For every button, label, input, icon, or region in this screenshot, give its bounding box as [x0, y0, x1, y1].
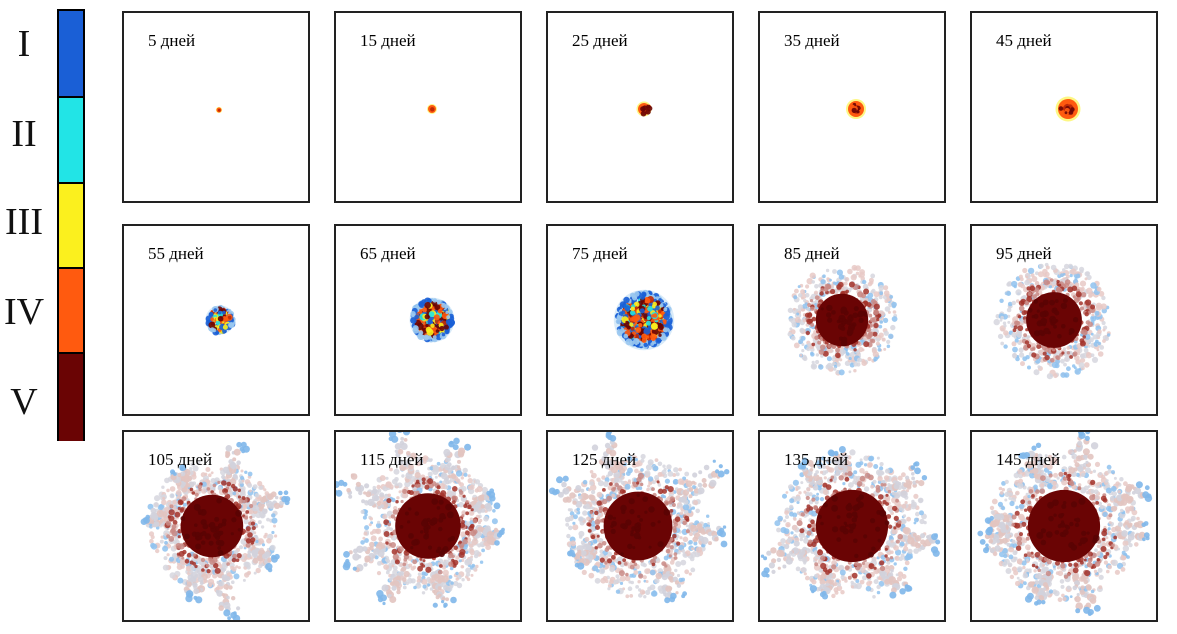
panel-5: 45 дней	[970, 11, 1158, 203]
swatch-stage-5	[59, 352, 83, 441]
panel-time-label: 115 дней	[360, 450, 424, 469]
swatch-stage-3	[59, 182, 83, 267]
panel-9: 85 дней	[758, 224, 946, 416]
swatch-stage-4	[59, 267, 83, 352]
panel-time-label: 35 дней	[784, 31, 840, 50]
panel-time-label: 25 дней	[572, 31, 628, 50]
panel-4: 35 дней	[758, 11, 946, 203]
tumor-image	[1055, 96, 1081, 122]
panel-2: 15 дней	[334, 11, 522, 203]
panel-time-label: 5 дней	[148, 31, 196, 50]
stage-legend: I II III IV V	[0, 0, 100, 634]
legend-label-1: I	[17, 23, 31, 65]
panel-time-label: 125 дней	[572, 450, 637, 469]
legend-label-2: II	[11, 113, 37, 155]
panel-time-label: 145 дней	[996, 450, 1061, 469]
panel-12: 115 дней	[334, 430, 522, 622]
panel-14: 135 дней	[758, 430, 946, 622]
panel-15: 145 дней	[970, 430, 1158, 622]
tumor-image	[140, 441, 291, 620]
tumor-image	[427, 104, 437, 114]
panel-10: 95 дней	[970, 224, 1158, 416]
stage-colorbar	[57, 9, 85, 441]
panel-time-label: 15 дней	[360, 31, 416, 50]
panel-time-label: 65 дней	[360, 244, 416, 263]
panel-7: 65 дней	[334, 224, 522, 416]
tumor-image	[409, 297, 455, 343]
panel-time-label: 95 дней	[996, 244, 1052, 263]
swatch-stage-1	[59, 11, 83, 96]
tumor-image	[787, 264, 898, 376]
legend-label-5: V	[10, 381, 38, 423]
panel-time-label: 75 дней	[572, 244, 628, 263]
panel-11: 105 дней	[122, 430, 310, 622]
panel-time-label: 45 дней	[996, 31, 1052, 50]
panel-1: 5 дней	[122, 11, 310, 203]
panel-13: 125 дней	[546, 430, 734, 622]
panel-time-label: 105 дней	[148, 450, 213, 469]
panel-time-label: 85 дней	[784, 244, 840, 263]
legend-label-4: IV	[3, 291, 45, 333]
tumor-image	[548, 432, 730, 604]
tumor-image	[977, 432, 1153, 616]
swatch-stage-2	[59, 96, 83, 182]
panel-8: 75 дней	[546, 224, 734, 416]
tumor-image	[636, 101, 653, 117]
tumor-image	[613, 289, 675, 351]
panel-6: 55 дней	[122, 224, 310, 416]
tumor-image	[336, 432, 505, 608]
tumor-image	[205, 304, 236, 336]
tumor-image	[215, 106, 223, 114]
panel-time-label: 55 дней	[148, 244, 204, 263]
panel-3: 25 дней	[546, 11, 734, 203]
panel-time-label: 135 дней	[784, 450, 849, 469]
legend-label-3: III	[5, 201, 43, 243]
tumor-image	[993, 262, 1111, 380]
tumor-image	[760, 446, 941, 600]
tumor-image	[846, 99, 866, 119]
